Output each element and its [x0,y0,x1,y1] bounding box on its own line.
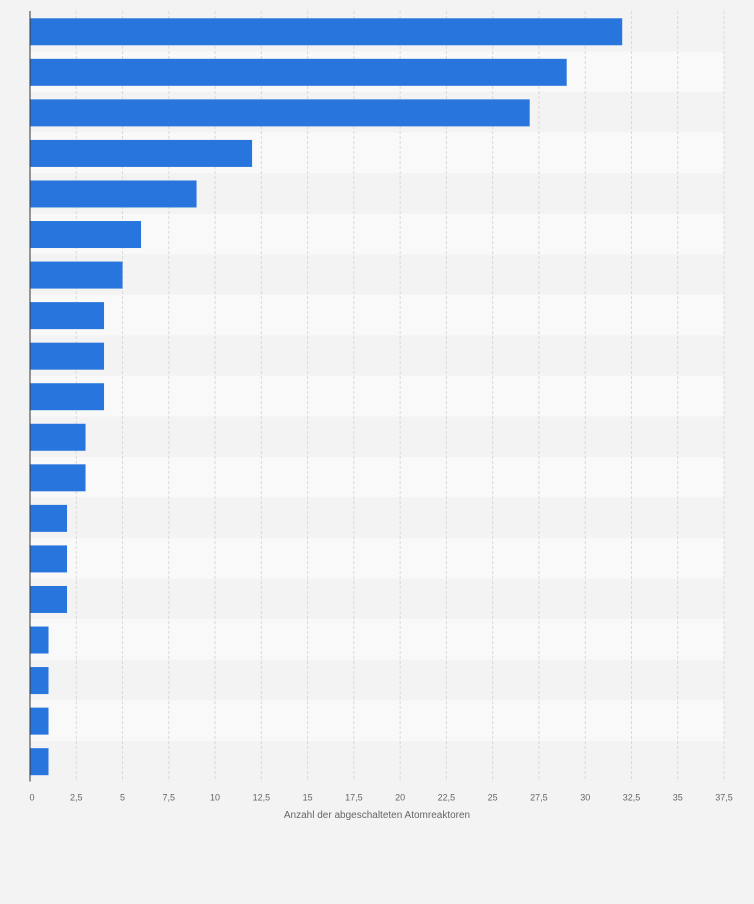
bar-11 [30,423,86,451]
bar-7 [30,261,123,289]
row-stripe [30,700,724,741]
tick-label: 25 [488,792,498,802]
bar-16 [30,626,49,654]
x-axis-ticks: 0 2,5 5 7,5 10 12,5 15 17,5 20 22,5 25 27,5 30 32,5 35… [29,792,732,802]
bar-14 [30,545,68,573]
bar-13 [30,504,68,532]
row-stripe [30,740,724,782]
tick-label: 37,5 [715,792,733,802]
row-stripe [30,538,724,579]
bar-8 [30,302,105,330]
row-stripes [30,11,724,782]
tick-label: 10 [210,792,220,802]
tick-label: 0 [29,792,34,802]
tick-label: 12,5 [253,792,271,802]
row-stripe [30,335,724,376]
row-stripe [30,659,724,701]
tick-label: 2,5 [70,792,83,802]
bars [30,18,623,776]
bar-5 [30,180,197,208]
bar-10 [30,383,105,411]
tick-label: 30 [580,792,590,802]
row-stripe [30,416,724,458]
bar-4 [30,139,253,167]
row-stripe [30,619,724,660]
x-axis-label: Anzahl der abgeschalteten Atomreaktoren [284,810,470,821]
bar-9 [30,342,105,370]
tick-label: 5 [120,792,125,802]
bar-12 [30,464,86,492]
tick-label: 17,5 [345,792,363,802]
row-stripe [30,497,724,539]
row-stripe [30,375,724,417]
tick-label: 32,5 [623,792,641,802]
bar-3 [30,99,530,127]
tick-label: 15 [303,792,313,802]
bar-17 [30,667,49,695]
tick-label: 27,5 [530,792,548,802]
tick-label: 20 [395,792,405,802]
bar-19 [30,748,49,776]
row-stripe [30,294,724,336]
row-stripe [30,213,724,255]
row-stripe [30,457,724,498]
bar-6 [30,221,142,249]
tick-label: 7,5 [163,792,176,802]
bar-1 [30,18,623,46]
tick-label: 35 [673,792,683,802]
bar-15 [30,585,68,613]
bar-18 [30,707,49,735]
bar-2 [30,58,567,86]
row-stripe [30,254,724,295]
tick-label: 22,5 [438,792,456,802]
row-stripe [30,578,724,620]
